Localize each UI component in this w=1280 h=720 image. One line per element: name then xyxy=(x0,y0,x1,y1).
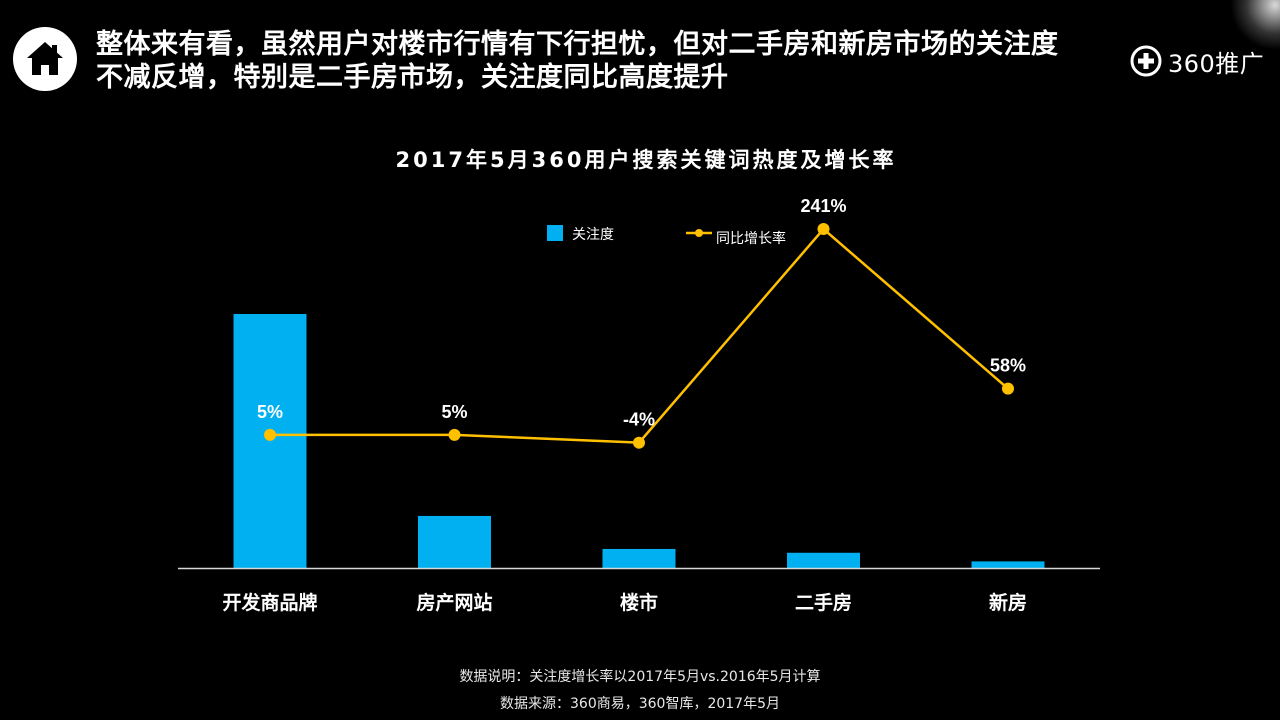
growth-label-1: 5% xyxy=(441,402,467,422)
growth-point-0 xyxy=(264,428,276,441)
home-icon xyxy=(27,42,63,75)
brand-text: 360推广 xyxy=(1168,49,1265,78)
x-tick-label-3: 二手房 xyxy=(795,591,852,614)
bar-3 xyxy=(787,552,860,568)
headline: 整体来有看，虽然用户对楼市行情有下行担忧，但对二手房和新房市场的关注度 不减反增… xyxy=(96,28,1126,94)
growth-label-2: -4% xyxy=(623,410,655,430)
footnote-source: 数据来源：360商易，360智库，2017年5月 xyxy=(500,696,780,712)
brand-logo: 360推广 xyxy=(1130,44,1264,78)
legend-label-bar: 关注度 xyxy=(572,227,614,243)
growth-point-4 xyxy=(1002,382,1014,395)
bar-0 xyxy=(233,314,307,568)
footnote-note: 数据说明：关注度增长率以2017年5月vs.2016年5月计算 xyxy=(459,669,821,685)
x-tick-label-4: 新房 xyxy=(989,591,1027,614)
x-tick-label-1: 房产网站 xyxy=(416,591,492,614)
bar-4 xyxy=(971,561,1045,568)
growth-label-4: 58% xyxy=(990,356,1026,376)
growth-point-3 xyxy=(817,223,830,236)
x-tick-label-2: 楼市 xyxy=(620,591,658,614)
legend-label-line: 同比增长率 xyxy=(716,230,786,247)
x-tick-label-0: 开发商品牌 xyxy=(222,591,317,614)
headline-line-1: 整体来有看，虽然用户对楼市行情有下行担忧，但对二手房和新房市场的关注度 xyxy=(96,29,1059,60)
growth-point-1 xyxy=(448,428,461,441)
legend-marker-line xyxy=(695,229,703,237)
legend-swatch-bar xyxy=(547,225,563,241)
growth-label-3: 241% xyxy=(800,196,846,216)
plus-circle-icon xyxy=(1130,45,1162,77)
bar-1 xyxy=(418,515,491,568)
headline-line-2: 不减反增，特别是二手房市场，关注度同比高度提升 xyxy=(96,62,729,93)
growth-point-2 xyxy=(633,436,645,449)
home-badge xyxy=(13,27,77,91)
bar-2 xyxy=(602,548,676,568)
chart-title: 2017年5月360用户搜索关键词热度及增长率 xyxy=(395,148,897,172)
growth-label-0: 5% xyxy=(257,402,283,422)
